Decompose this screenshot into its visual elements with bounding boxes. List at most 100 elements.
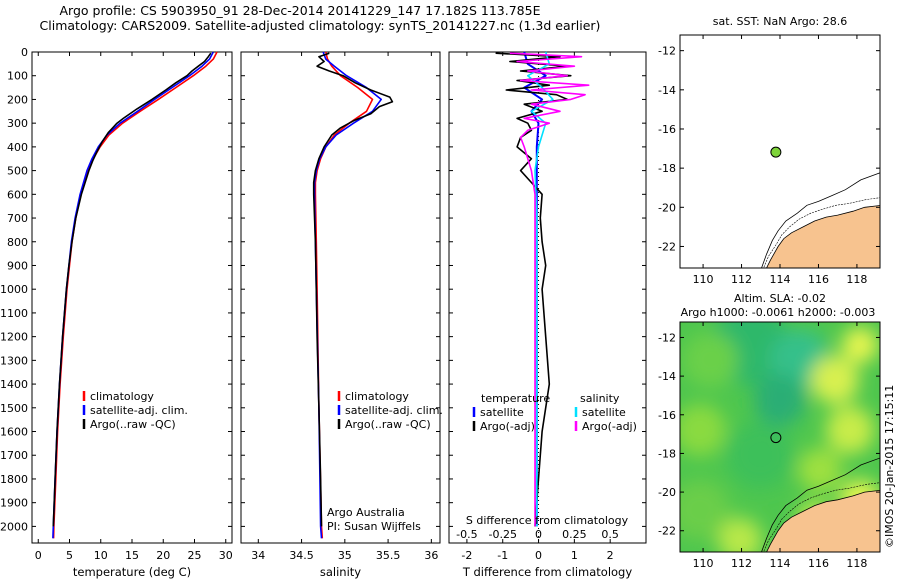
x-axis-label: T difference from climatology xyxy=(462,565,633,579)
x-tick-label: 36 xyxy=(424,549,438,562)
y-tick-label: 400 xyxy=(7,141,28,154)
series-line-temperature-0 xyxy=(52,51,218,539)
legend-label: Argo(..raw -QC) xyxy=(90,418,176,431)
map-panel-sst-map: 110 112 114 116 118 -12 -14 -16 -18 -20 -22 xyxy=(658,34,881,286)
x-tick-label: 20 xyxy=(156,549,170,562)
sla-blob xyxy=(826,406,874,454)
x-tick-label: 25 xyxy=(188,549,202,562)
x-tick-label: 116 xyxy=(808,557,829,570)
y-tick-label: 1900 xyxy=(0,497,28,510)
copyright-credit: ©IMOS 20-Jan-2015 17:15:11 xyxy=(883,385,896,548)
sla-field xyxy=(680,322,880,552)
x-axis-label: temperature (deg C) xyxy=(73,565,191,579)
x-tick-label: 116 xyxy=(808,273,829,286)
series-line-differences-3 xyxy=(509,52,590,527)
series-line-salinity-2 xyxy=(312,52,394,527)
x-tick-label: 114 xyxy=(770,273,791,286)
map-panel-sla-map: 110 112 114 116 118 -12 -14 -16 -18 -20 -22 xyxy=(658,321,881,570)
top-tick-label: 0 xyxy=(535,528,542,541)
y-tick-label: 500 xyxy=(7,165,28,178)
y-tick-label: -16 xyxy=(658,123,676,136)
sla-blob xyxy=(718,518,762,552)
float-position-marker xyxy=(770,432,782,444)
x-tick-label: 1 xyxy=(571,549,578,562)
sla-blob xyxy=(680,480,730,540)
plot-frame xyxy=(240,51,441,544)
sla-blob xyxy=(754,374,806,426)
legend-title-temperature: temperature xyxy=(481,392,550,405)
y-tick-label: 300 xyxy=(7,117,28,130)
y-tick-label: 0 xyxy=(21,46,28,59)
sla-blob xyxy=(811,356,859,404)
y-tick-label: -20 xyxy=(658,486,676,499)
legend-label: climatology xyxy=(90,390,154,403)
legend-label: satellite-adj. clim. xyxy=(90,404,188,417)
y-tick-label: 600 xyxy=(7,188,28,201)
series-line-differences-1 xyxy=(495,52,572,527)
depth-contour xyxy=(761,172,880,268)
legend-label: Argo(-adj) xyxy=(582,420,637,433)
y-tick-label: 200 xyxy=(7,93,28,106)
land-area xyxy=(766,205,880,268)
coastline-detail xyxy=(763,197,880,268)
y-tick-label: 1100 xyxy=(0,307,28,320)
map-content xyxy=(761,172,880,268)
y-tick-label: -14 xyxy=(658,84,676,97)
profile-panel-differences: -2 -1 0 1 2 T difference from climatology xyxy=(448,51,647,579)
y-tick-label: 1200 xyxy=(0,331,28,344)
x-tick-label: 0 xyxy=(535,549,542,562)
y-tick-label: 1700 xyxy=(0,449,28,462)
x-tick-label: -2 xyxy=(461,549,472,562)
series-line-salinity-0 xyxy=(314,51,374,539)
legend-label: climatology xyxy=(345,390,409,403)
depth-contour xyxy=(761,457,880,552)
y-tick-label: 100 xyxy=(7,70,28,83)
legend-label: satellite xyxy=(582,406,626,419)
sla-blob xyxy=(682,332,738,388)
legend-label: Argo(-adj) xyxy=(480,420,535,433)
map-content xyxy=(761,457,880,552)
top-tick-label: -0.25 xyxy=(488,528,516,541)
y-tick-label: -20 xyxy=(658,201,676,214)
y-tick-label: -12 xyxy=(658,45,676,58)
x-tick-label: 0 xyxy=(35,549,42,562)
y-tick-label: 2000 xyxy=(0,520,28,533)
top-tick-label: 0.5 xyxy=(601,528,619,541)
series-line-temperature-1 xyxy=(52,51,215,539)
y-tick-label: 800 xyxy=(7,236,28,249)
coastline-detail xyxy=(763,482,880,552)
y-tick-label: -14 xyxy=(658,370,676,383)
x-tick-label: 118 xyxy=(846,273,867,286)
x-tick-label: 110 xyxy=(693,273,714,286)
y-tick-label: -18 xyxy=(658,162,676,175)
top-tick-label: 0.25 xyxy=(562,528,587,541)
x-tick-label: 2 xyxy=(607,549,614,562)
y-tick-label: 900 xyxy=(7,259,28,272)
sla-blob xyxy=(680,404,726,456)
y-tick-label: -18 xyxy=(658,447,676,460)
top-axis-label: S difference from climatology xyxy=(466,514,629,527)
sla-map-title-line2: Argo h1000: -0.0061 h2000: -0.003 xyxy=(681,306,876,319)
x-tick-label: 110 xyxy=(693,557,714,570)
x-tick-label: 34 xyxy=(251,549,265,562)
sla-blob xyxy=(842,327,878,363)
annotation-text: PI: Susan Wijffels xyxy=(327,520,421,533)
y-tick-label: 1600 xyxy=(0,426,28,439)
plot-frame xyxy=(448,51,647,544)
x-tick-label: 118 xyxy=(846,557,867,570)
y-tick-label: -22 xyxy=(658,240,676,253)
x-tick-label: 5 xyxy=(66,549,73,562)
profile-panel-temperature: 0100200300400500600700800900100011001200… xyxy=(0,46,233,579)
x-tick-label: 35.5 xyxy=(376,549,401,562)
x-tick-label: 15 xyxy=(125,549,139,562)
annotation-text: Argo Australia xyxy=(327,506,405,519)
legend-label: satellite xyxy=(480,406,524,419)
x-tick-label: 35 xyxy=(338,549,352,562)
y-tick-label: 1800 xyxy=(0,473,28,486)
profile-panel-salinity: 34 34.5 35 35.5 36 salinity xyxy=(240,51,441,579)
x-tick-label: 34.5 xyxy=(289,549,314,562)
sla-map-title-line1: Altim. SLA: -0.02 xyxy=(734,292,826,305)
y-tick-label: 1400 xyxy=(0,378,28,391)
top-tick-label: -0.5 xyxy=(456,528,477,541)
chart-title-line1: Argo profile: CS 5903950_91 28-Dec-2014 … xyxy=(59,3,541,18)
